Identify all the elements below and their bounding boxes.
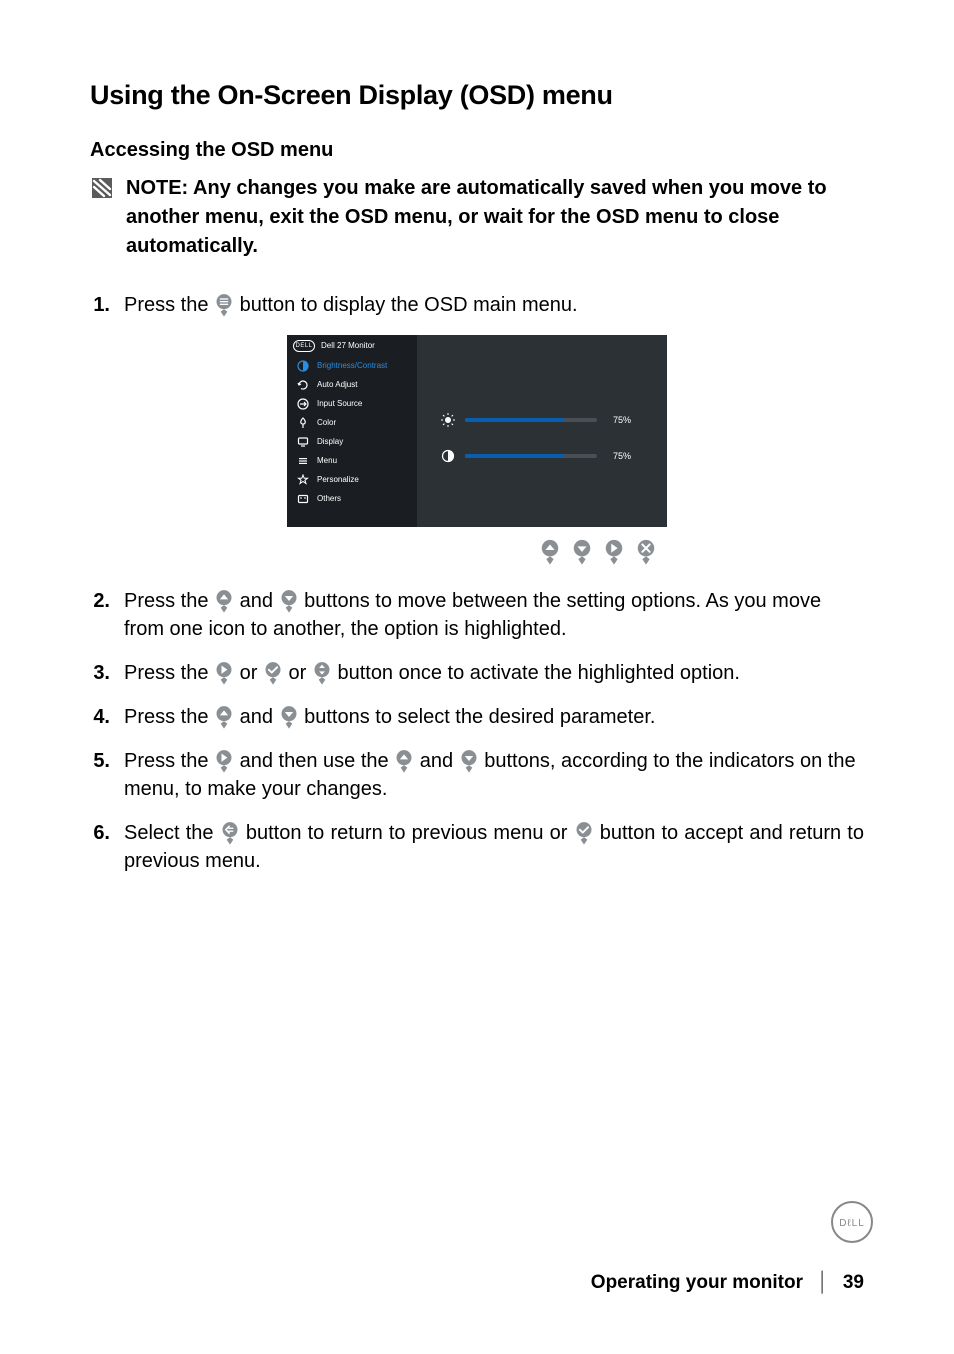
updown-button-icon — [312, 661, 332, 685]
osd-item-display: Display — [287, 432, 417, 451]
osd-item-label: Others — [317, 495, 341, 503]
osd-item-label: Personalize — [317, 476, 359, 484]
osd-nav-buttons — [287, 527, 667, 565]
up-button-icon — [214, 705, 234, 729]
note-label: NOTE: — [126, 177, 188, 199]
note-icon — [90, 176, 114, 200]
step-text: button to return to previous menu or — [246, 822, 568, 844]
personalize-icon — [297, 474, 309, 486]
down-button-icon — [459, 749, 479, 773]
osd-item-input-source: Input Source — [287, 394, 417, 413]
up-button-icon — [394, 749, 414, 773]
step-text: button to display the OSD main menu. — [240, 294, 578, 316]
step-3: 3. Press the or or button once to activa… — [90, 659, 864, 687]
display-icon — [297, 436, 309, 448]
page-title: Using the On-Screen Display (OSD) menu — [90, 80, 864, 111]
nav-up-icon — [539, 539, 561, 565]
nav-right-icon — [603, 539, 625, 565]
brightness-icon — [441, 413, 455, 427]
step-text: or — [240, 662, 258, 684]
osd-item-label: Display — [317, 438, 343, 446]
note-block: NOTE: Any changes you make are automatic… — [90, 174, 864, 261]
dell-logo-icon: DELL — [293, 340, 315, 352]
osd-title: Dell 27 Monitor — [321, 342, 375, 350]
osd-content: 75% 75% — [417, 335, 667, 527]
brightness-value: 75% — [607, 416, 631, 425]
osd-item-menu: Menu — [287, 451, 417, 470]
osd-item-color: Color — [287, 413, 417, 432]
menu-button-icon — [214, 293, 234, 317]
step-6: 6. Select the button to return to previo… — [90, 819, 864, 875]
step-number: 2. — [90, 587, 110, 643]
down-button-icon — [279, 589, 299, 613]
contrast-icon — [441, 449, 455, 463]
step-text: Press the — [124, 662, 208, 684]
svg-text:DℓLL: DℓLL — [839, 1218, 865, 1229]
osd-item-label: Auto Adjust — [317, 381, 357, 389]
step-number: 6. — [90, 819, 110, 875]
dell-logo-icon: DℓLL — [830, 1200, 874, 1244]
footer-section: Operating your monitor — [591, 1272, 803, 1294]
color-icon — [297, 417, 309, 429]
step-number: 4. — [90, 703, 110, 731]
osd-sidebar: DELL Dell 27 Monitor Brightness/Contrast… — [287, 335, 417, 527]
up-button-icon — [214, 589, 234, 613]
down-button-icon — [279, 705, 299, 729]
input-source-icon — [297, 398, 309, 410]
step-2: 2. Press the and buttons to move between… — [90, 587, 864, 643]
osd-item-label: Brightness/Contrast — [317, 362, 387, 370]
right-button-icon — [214, 749, 234, 773]
step-text: and then use the — [240, 750, 389, 772]
step-5: 5. Press the and then use the and button… — [90, 747, 864, 803]
nav-down-icon — [571, 539, 593, 565]
step-text: Press the — [124, 706, 208, 728]
step-text: and — [420, 750, 453, 772]
footer-page-number: 39 — [843, 1272, 864, 1294]
osd-active-item: Brightness/Contrast — [287, 357, 417, 375]
page-footer: Operating your monitor │ 39 — [90, 1272, 864, 1294]
contrast-value: 75% — [607, 452, 631, 461]
step-4: 4. Press the and buttons to select the d… — [90, 703, 864, 731]
contrast-slider: 75% — [441, 447, 631, 465]
others-icon — [297, 493, 309, 505]
auto-adjust-icon — [297, 379, 309, 391]
step-number: 5. — [90, 747, 110, 803]
step-text: buttons to select the desired parameter. — [304, 706, 655, 728]
step-number: 1. — [90, 291, 110, 319]
osd-item-others: Others — [287, 489, 417, 508]
check-button-icon — [263, 661, 283, 685]
step-text: and — [240, 590, 273, 612]
step-text: or — [289, 662, 307, 684]
osd-screenshot: DELL Dell 27 Monitor Brightness/Contrast… — [287, 335, 667, 527]
step-text: Select the — [124, 822, 214, 844]
note-body: Any changes you make are automatically s… — [126, 177, 827, 257]
step-1: 1. Press the button to display the OSD m… — [90, 291, 864, 319]
step-text: Press the — [124, 294, 208, 316]
brightness-contrast-icon — [297, 360, 309, 372]
check-button-icon — [574, 821, 594, 845]
osd-item-personalize: Personalize — [287, 470, 417, 489]
section-title: Accessing the OSD menu — [90, 139, 864, 162]
step-text: and — [240, 706, 273, 728]
step-text: Press the — [124, 590, 208, 612]
footer-separator: │ — [817, 1272, 829, 1294]
back-button-icon — [220, 821, 240, 845]
step-text: button once to activate the highlighted … — [337, 662, 740, 684]
contrast-bar — [465, 454, 597, 458]
nav-close-icon — [635, 539, 657, 565]
osd-item-label: Menu — [317, 457, 337, 465]
step-text: Press the — [124, 750, 208, 772]
menu-icon — [297, 455, 309, 467]
step-number: 3. — [90, 659, 110, 687]
brightness-bar — [465, 418, 597, 422]
note-text: NOTE: Any changes you make are automatic… — [126, 174, 864, 261]
osd-item-label: Input Source — [317, 400, 362, 408]
brightness-slider: 75% — [441, 411, 631, 429]
steps-list: 1. Press the button to display the OSD m… — [90, 291, 864, 875]
osd-item-auto-adjust: Auto Adjust — [287, 375, 417, 394]
osd-header: DELL Dell 27 Monitor — [287, 335, 417, 357]
right-button-icon — [214, 661, 234, 685]
osd-item-label: Color — [317, 419, 336, 427]
